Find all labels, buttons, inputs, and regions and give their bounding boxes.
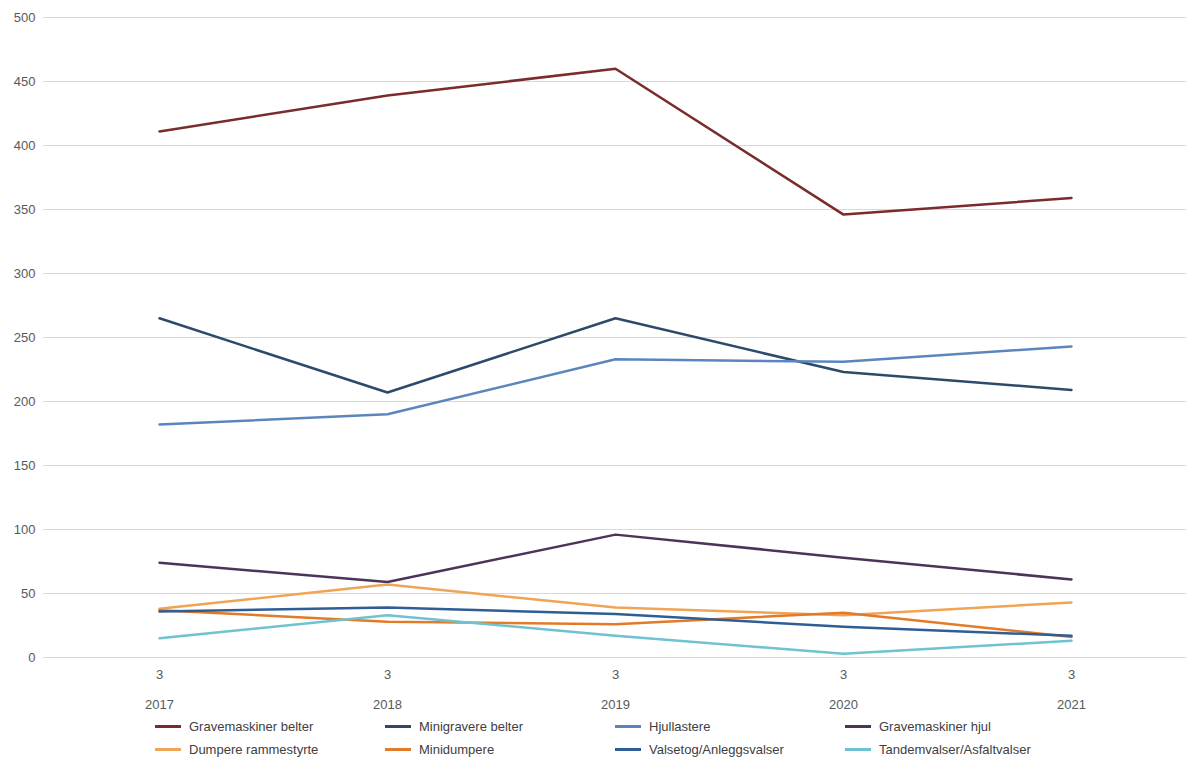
svg-text:500: 500: [14, 10, 36, 25]
svg-text:3: 3: [612, 667, 619, 682]
html-text:Minigravere belter: Minigravere belter: [419, 719, 523, 734]
svg-text:2019: 2019: [601, 697, 630, 712]
svg-text:400: 400: [14, 138, 36, 153]
svg-text:2020: 2020: [829, 697, 858, 712]
html-text:Tandemvalser/Asfaltvalser: Tandemvalser/Asfaltvalser: [879, 742, 1031, 757]
html-text:Gravemaskiner belter: Gravemaskiner belter: [189, 719, 314, 734]
svg-text:3: 3: [156, 667, 163, 682]
svg-text:200: 200: [14, 394, 36, 409]
html-text:Minidumpere: Minidumpere: [419, 742, 495, 757]
svg-text:0: 0: [28, 650, 35, 665]
svg-text:2021: 2021: [1057, 697, 1086, 712]
svg-text:450: 450: [14, 74, 36, 89]
svg-text:150: 150: [14, 458, 36, 473]
svg-text:2017: 2017: [145, 697, 174, 712]
svg-text:250: 250: [14, 330, 36, 345]
svg-text:100: 100: [14, 522, 36, 537]
html-text:Hjullastere: Hjullastere: [649, 719, 711, 734]
svg-text:3: 3: [840, 667, 847, 682]
svg-text:2018: 2018: [373, 697, 402, 712]
svg-text:300: 300: [14, 266, 36, 281]
svg-text:350: 350: [14, 202, 36, 217]
svg-text:3: 3: [384, 667, 391, 682]
html-text:Dumpere rammestyrte: Dumpere rammestyrte: [189, 742, 319, 757]
svg-text:50: 50: [21, 586, 35, 601]
svg-text:3: 3: [1068, 667, 1075, 682]
html-text:Valsetog/Anleggsvalser: Valsetog/Anleggsvalser: [649, 742, 784, 757]
html-text:Gravemaskiner hjul: Gravemaskiner hjul: [879, 719, 991, 734]
